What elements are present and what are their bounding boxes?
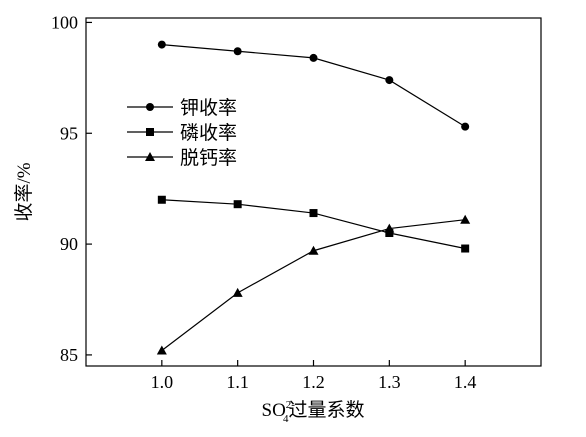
data-point [385,229,394,238]
x-tick-label: 1.4 [454,372,477,392]
x-tick-label: 1.2 [302,372,325,392]
x-axis-title-superscript: 2- [286,399,296,411]
legend-marker [146,128,154,136]
y-tick-label: 85 [60,345,78,365]
series-line [161,199,466,250]
x-axis-title-subscript: 4 [283,413,289,425]
x-axis-title: SO2- 4过量系数 [262,399,365,425]
legend-item: 钾收率 [127,97,237,119]
x-axis-title-suffix: 过量系数 [288,399,364,421]
y-axis: 85 90 95 100 [51,12,92,365]
series-2 [157,195,470,253]
data-point [461,244,470,253]
data-point [461,122,470,131]
legend-item: 脱钙率 [127,147,237,169]
data-point [233,200,242,209]
data-point [309,209,318,218]
y-tick-label: 95 [60,123,78,143]
series-1 [157,40,470,131]
legend-marker [145,152,155,161]
y-tick-label: 100 [51,12,78,32]
data-point [232,287,243,297]
legend-marker [146,103,154,111]
data-point [157,195,166,204]
legend-item: 磷收率 [127,122,237,144]
legend-label: 脱钙率 [180,147,237,169]
y-axis-title: 收率/% [13,162,35,221]
data-point [385,76,394,85]
data-point [308,245,319,255]
data-point [460,214,471,224]
x-tick-label: 1.3 [378,372,401,392]
data-point [233,47,242,56]
data-point [156,345,167,355]
data-point [309,53,318,62]
x-axis: 1.0 1.1 1.2 1.3 1.4 [151,360,477,392]
series-3 [156,214,471,355]
series-layer [156,40,471,355]
legend-label: 磷收率 [180,122,237,144]
legend-label: 钾收率 [180,97,237,119]
x-tick-label: 1.0 [151,372,174,392]
x-tick-label: 1.1 [226,372,249,392]
x-axis-title-prefix: SO [262,400,286,421]
data-point [157,40,166,49]
data-point [384,223,395,233]
y-tick-label: 90 [60,234,78,254]
plot-area-frame [85,17,542,367]
